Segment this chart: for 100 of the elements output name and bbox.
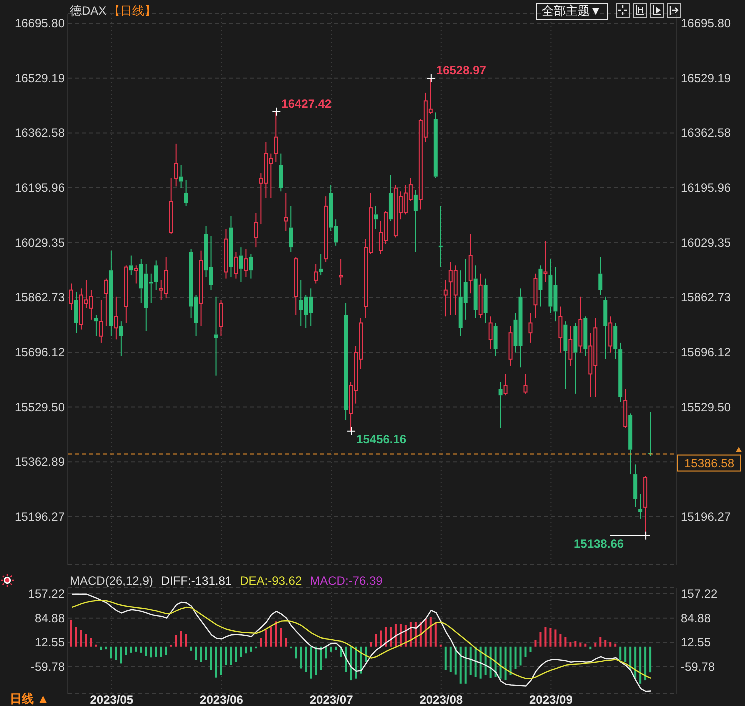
candlestick [484, 278, 488, 324]
candlestick [279, 153, 284, 192]
bar [594, 642, 597, 647]
bar [240, 646, 242, 657]
candlestick [568, 326, 573, 366]
bar [634, 646, 637, 679]
bar [460, 646, 462, 684]
candlestick [249, 254, 254, 280]
chart-subtitle: 【日线】 [108, 4, 157, 18]
bar [120, 646, 122, 664]
bar [320, 646, 322, 670]
dropdown-field: 全部主题▼ [536, 3, 608, 20]
y2-tick-label: 16695.80 [681, 16, 732, 31]
bar [644, 646, 647, 681]
candlestick [289, 206, 294, 253]
bar [135, 646, 138, 652]
bar [295, 646, 298, 659]
bar [90, 638, 92, 647]
y-tick-label: 15529.50 [14, 400, 66, 414]
text: DEA:-93.62 [240, 574, 302, 588]
candlestick [538, 265, 543, 308]
bar [650, 646, 652, 673]
candlestick [324, 196, 328, 263]
bar [470, 646, 472, 676]
candlestick [598, 256, 603, 296]
candlestick [119, 321, 124, 357]
bar [604, 640, 607, 647]
bar [110, 646, 112, 659]
bar [394, 624, 397, 647]
bar [520, 646, 522, 666]
text: 16427.42 [282, 96, 332, 111]
y2-tick-label: 15696.12 [681, 345, 732, 360]
x-tick-label: 2023/06 [200, 693, 244, 706]
candlestick [99, 300, 104, 344]
chart-title: MACD(26,12,9) [70, 574, 154, 588]
bar [504, 646, 507, 681]
bar [115, 646, 118, 660]
candlestick [224, 228, 228, 280]
candlestick [618, 342, 623, 403]
bar [70, 620, 72, 647]
bar [140, 646, 142, 653]
candlestick [184, 180, 188, 207]
bar [450, 646, 452, 672]
bar [315, 646, 318, 676]
bar [300, 646, 302, 669]
bar [560, 634, 562, 647]
candlestick [584, 316, 588, 357]
candlestick [498, 382, 503, 429]
x-tick-label: 2023/05 [90, 693, 134, 706]
bar [270, 626, 272, 647]
bar [305, 646, 308, 672]
candlestick [199, 250, 204, 328]
candlestick [564, 321, 568, 390]
bar [430, 617, 432, 647]
bar [480, 646, 482, 679]
bar [325, 646, 328, 659]
bar [215, 646, 218, 678]
bar [335, 646, 338, 650]
candlestick [414, 189, 418, 253]
line-series [71, 594, 652, 692]
candlestick [284, 192, 288, 232]
y-tick-label: 15696.12 [14, 345, 66, 360]
candlestick [634, 464, 638, 508]
bar [285, 638, 288, 647]
y2-tick-label: 16029.35 [681, 236, 732, 250]
candlestick [234, 252, 238, 280]
candlestick [214, 296, 218, 376]
candlestick [114, 296, 118, 340]
bar [175, 635, 178, 647]
candlestick [614, 322, 618, 360]
bar [260, 638, 262, 647]
bar [350, 646, 352, 681]
candlestick [544, 240, 548, 283]
candlestick [344, 302, 348, 421]
bar [454, 646, 457, 675]
bar [490, 646, 492, 678]
x-tick-label: 2023/07 [310, 693, 354, 706]
candlestick [134, 265, 138, 284]
bar [180, 631, 182, 647]
y2-tick-label: 157.22 [681, 586, 718, 601]
candlestick [574, 322, 578, 394]
bar [590, 646, 592, 650]
bar [580, 642, 582, 647]
y2-tick-label: 16362.58 [681, 126, 732, 140]
y-tick-label: 16529.19 [14, 71, 66, 86]
bar [265, 630, 268, 647]
candlestick [339, 258, 344, 286]
y-tick-label: 157.22 [28, 586, 66, 601]
bar [375, 634, 377, 647]
y-tick-label: 16695.80 [14, 16, 66, 31]
bar [380, 630, 382, 647]
y2-tick-label: 12.55 [681, 636, 712, 650]
candlestick [154, 260, 158, 291]
y2-tick-label: -59.78 [681, 660, 716, 674]
bar [390, 627, 392, 647]
y-tick-label: 84.88 [34, 611, 66, 626]
x-tick-label: 2023/08 [420, 693, 464, 706]
candlestick [478, 273, 483, 319]
bar [275, 622, 278, 647]
bar [220, 646, 222, 676]
